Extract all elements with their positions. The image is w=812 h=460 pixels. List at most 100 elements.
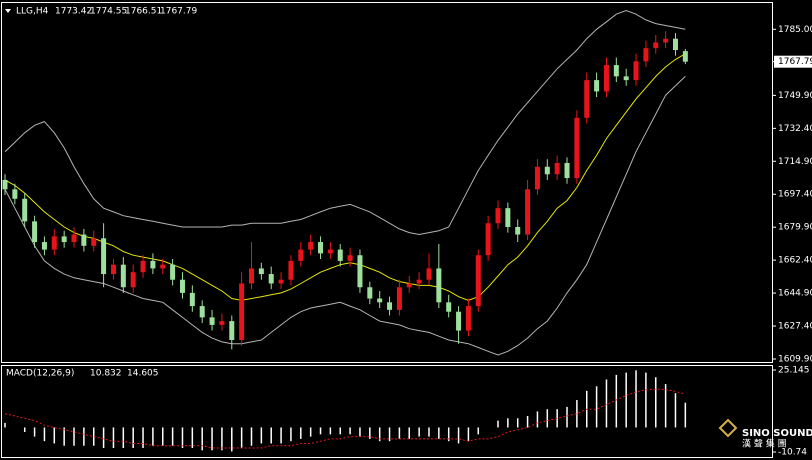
candle-body (101, 238, 107, 275)
candle-body (249, 268, 254, 284)
overlay-line (4, 9, 686, 236)
y-tick-label: 1627.40 (778, 322, 812, 332)
y-tick-label: 1785.00 (778, 25, 812, 35)
y-tick-label: 1749.90 (778, 91, 812, 101)
y-tick-label: 25.145 (778, 366, 810, 376)
main-frame (1, 2, 773, 363)
logo: SINO SOUND 漢 聲 集 團 (718, 418, 812, 450)
candle-body (318, 242, 324, 254)
y-tick-label: 1679.90 (778, 223, 812, 233)
low-value: 1766.51 (125, 7, 162, 17)
candle-body (81, 234, 87, 246)
overlay-line (4, 76, 686, 356)
candle-body (2, 179, 8, 190)
candle-body (120, 264, 126, 288)
candle-body (189, 292, 195, 307)
candle-body (456, 311, 462, 331)
candle-body (347, 255, 353, 261)
candle-body (406, 283, 412, 288)
signal-line (4, 388, 686, 449)
y-tick-label: 1609.90 (778, 354, 812, 364)
candle-body (446, 302, 452, 312)
candle-body (564, 162, 570, 179)
candle-body (396, 287, 402, 310)
candle-body (377, 298, 383, 303)
candle-body (436, 268, 442, 303)
candle-body (554, 162, 560, 175)
candle-body (32, 221, 38, 243)
price-box (774, 55, 812, 68)
candle-body (61, 236, 67, 243)
candle-body (199, 306, 205, 318)
candle-body (594, 80, 600, 92)
candle-body (623, 76, 629, 81)
candle-body (653, 42, 659, 49)
candle-body (160, 264, 166, 269)
candle-body (505, 208, 511, 227)
candle-body (515, 226, 521, 235)
candle-body (475, 255, 481, 307)
candle-body (71, 234, 77, 243)
candle-body (357, 255, 363, 288)
logo-subtext: 漢 聲 集 團 (742, 438, 787, 450)
candle-body (337, 249, 343, 261)
candle-body (298, 249, 304, 261)
macd-value: 10.832 (90, 369, 122, 379)
candle-body (229, 321, 235, 340)
candle-body (485, 223, 491, 256)
candle-body (584, 80, 590, 118)
candle-body (91, 238, 97, 246)
y-tick-label: 1662.40 (778, 256, 812, 266)
candle-body (22, 198, 28, 222)
open-value: 1773.42 (55, 7, 92, 17)
candle-body (465, 306, 471, 331)
high-value: 1774.55 (90, 7, 127, 17)
candle-body (308, 242, 314, 250)
candle-body (426, 268, 432, 280)
candle-body (258, 268, 264, 275)
candle-body (682, 51, 688, 62)
symbol: LLG,H4 (16, 7, 49, 17)
candle-body (209, 317, 215, 325)
overlay-line (4, 53, 686, 301)
macd-frame (1, 365, 773, 458)
candle-body (278, 279, 284, 284)
candle-body (495, 208, 501, 224)
candle-body (663, 38, 669, 43)
candle-body (288, 260, 294, 280)
candle-body (534, 166, 540, 190)
y-tick-label: 1644.90 (778, 289, 812, 299)
candle-body (633, 61, 639, 81)
y-tick-label: 1732.40 (778, 124, 812, 134)
candle-body (130, 272, 136, 288)
candle-body (219, 321, 225, 325)
candle-body (51, 236, 57, 250)
candle-body (179, 279, 185, 293)
candle-body (544, 166, 550, 175)
candle-body (643, 48, 649, 62)
close-value: 1767.79 (160, 7, 197, 17)
candle-body (140, 260, 146, 273)
candle-body (150, 260, 156, 269)
candle-body (170, 264, 176, 280)
candle-body (574, 117, 580, 179)
candle-body (525, 189, 531, 235)
logo-icon (718, 418, 738, 438)
candle-body (672, 38, 678, 51)
signal-value: 14.605 (127, 369, 159, 379)
current-price: 1767.79 (778, 57, 812, 67)
candle-body (613, 65, 619, 77)
candle-body (327, 249, 333, 254)
candle-body (603, 65, 609, 92)
logo-text: SINO SOUND (742, 428, 812, 439)
menu-arrow (5, 9, 11, 13)
candle-body (110, 264, 116, 275)
y-tick-label: -10.74 (778, 448, 807, 458)
candle-body (239, 283, 245, 340)
y-tick-label: 1697.40 (778, 190, 812, 200)
macd-title: MACD(12,26,9) (6, 369, 74, 379)
candle-body (12, 189, 18, 199)
candle-body (367, 287, 373, 299)
